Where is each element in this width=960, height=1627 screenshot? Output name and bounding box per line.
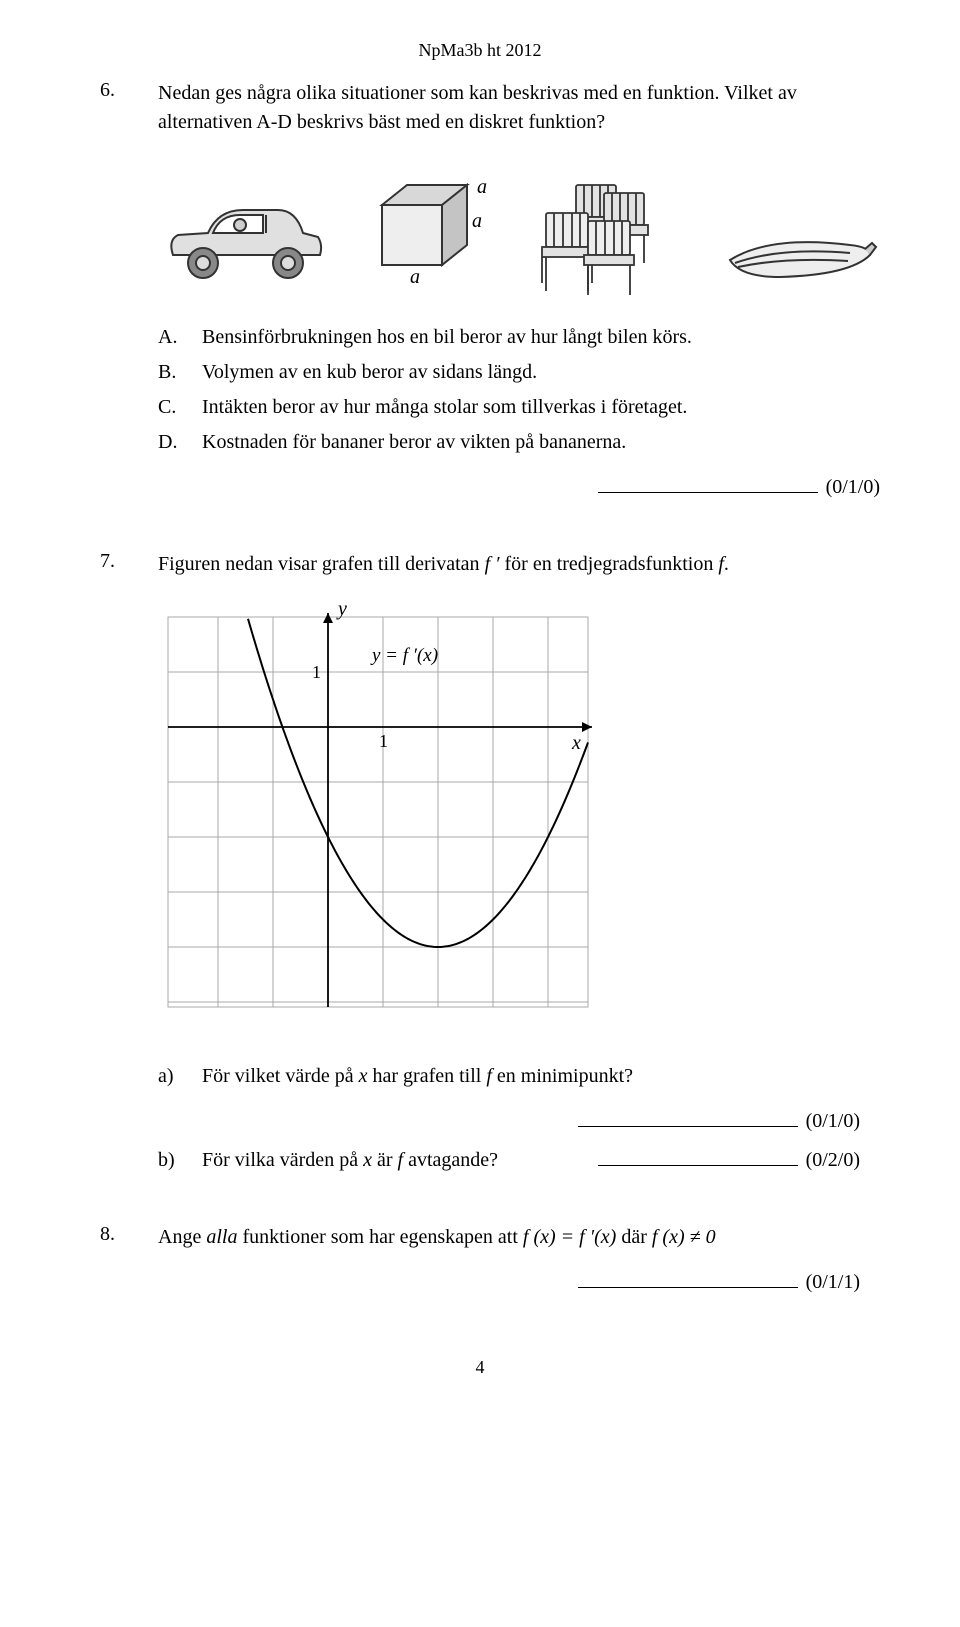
opt-label-D: D.: [158, 428, 202, 457]
svg-text:1: 1: [379, 731, 388, 751]
q6-option-B: B. Volymen av en kub beror av sidans län…: [158, 358, 880, 387]
svg-text:y = f ′(x): y = f ′(x): [370, 645, 438, 666]
car-icon: [158, 185, 328, 295]
q8-blank[interactable]: [578, 1287, 798, 1288]
opt-label-C: C.: [158, 393, 202, 422]
q6-score: (0/1/0): [826, 473, 880, 502]
q6-option-C: C. Intäkten beror av hur många stolar so…: [158, 393, 880, 422]
page-number: 4: [100, 1357, 860, 1378]
page-header: NpMa3b ht 2012: [100, 40, 860, 61]
cube-label-a2: a: [472, 210, 482, 232]
q6-number: 6.: [100, 79, 158, 102]
q7-text: Figuren nedan visar grafen till derivata…: [158, 550, 860, 579]
q6-illustrations: a a a: [158, 165, 880, 295]
q8-score: (0/1/1): [806, 1268, 860, 1297]
question-7: 7. Figuren nedan visar grafen till deriv…: [100, 550, 860, 1175]
svg-text:1: 1: [312, 662, 321, 682]
q7a-blank[interactable]: [578, 1126, 798, 1127]
q7a-label: a): [158, 1062, 202, 1091]
q6-option-A: A. Bensinförbrukningen hos en bil beror …: [158, 323, 880, 352]
opt-label-A: A.: [158, 323, 202, 352]
opt-text-A: Bensinförbrukningen hos en bil beror av …: [202, 323, 880, 352]
q6-text: Nedan ges några olika situationer som ka…: [158, 79, 880, 137]
q7a-text: För vilket värde på x har grafen till f …: [202, 1062, 860, 1091]
bananas-icon: [710, 205, 880, 295]
svg-text:x: x: [571, 732, 581, 754]
q6-option-D: D. Kostnaden för bananer beror av vikten…: [158, 428, 880, 457]
question-6: 6. Nedan ges några olika situationer som…: [100, 79, 860, 502]
q7-graph: 1 1 y x y = f ′(x): [158, 597, 860, 1026]
cube-label-a3: a: [410, 266, 420, 288]
q8-answer-line: (0/1/1): [158, 1268, 860, 1297]
q7b-blank[interactable]: [598, 1165, 798, 1166]
q7b-text: För vilka värden på x är f avtagande?: [202, 1146, 590, 1175]
cube-label-a1: a: [477, 176, 487, 198]
svg-text:y: y: [336, 598, 347, 620]
q7b: b) För vilka värden på x är f avtagande?…: [158, 1146, 860, 1175]
chairs-icon: [526, 175, 686, 295]
q7-number: 7.: [100, 550, 158, 573]
q7b-score: (0/2/0): [806, 1146, 860, 1175]
opt-text-D: Kostnaden för bananer beror av vikten på…: [202, 428, 880, 457]
opt-text-B: Volymen av en kub beror av sidans längd.: [202, 358, 880, 387]
question-8: 8. Ange alla funktioner som har egenskap…: [100, 1223, 860, 1297]
opt-text-C: Intäkten beror av hur många stolar som t…: [202, 393, 880, 422]
q7a-score: (0/1/0): [806, 1107, 860, 1136]
q6-answer-line: (0/1/0): [158, 473, 880, 502]
q8-number: 8.: [100, 1223, 158, 1246]
q6-blank[interactable]: [598, 492, 818, 493]
cube-icon: a a a: [352, 165, 502, 295]
q7a-answer-line: (0/1/0): [158, 1107, 860, 1136]
q7a: a) För vilket värde på x har grafen till…: [158, 1062, 860, 1091]
q7b-label: b): [158, 1146, 202, 1175]
opt-label-B: B.: [158, 358, 202, 387]
q8-text: Ange alla funktioner som har egenskapen …: [158, 1223, 860, 1252]
